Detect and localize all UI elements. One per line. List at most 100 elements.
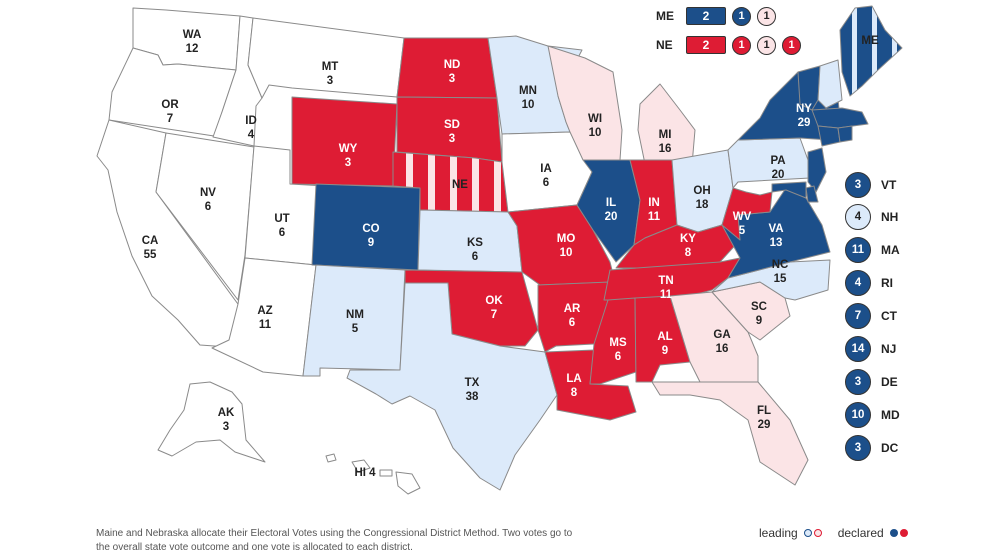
state-label-sc: SC 9 xyxy=(751,301,767,327)
legend-leading-dem-dot xyxy=(803,529,812,537)
state-ev-ia: 6 xyxy=(543,177,549,189)
state-abbr-va: VA xyxy=(768,223,783,235)
state-ev-wv: 5 xyxy=(739,225,746,237)
state-ct[interactable] xyxy=(817,125,841,147)
state-ev-in: 11 xyxy=(648,211,661,223)
state-ev-mo: 10 xyxy=(560,247,573,259)
state-ev-ar: 6 xyxy=(569,317,575,329)
state-pa[interactable] xyxy=(727,137,811,189)
state-hi[interactable] xyxy=(325,453,421,495)
small-state-de-ev: 3 xyxy=(845,369,871,395)
state-ev-wi: 10 xyxy=(589,127,602,139)
state-ri[interactable] xyxy=(837,125,853,143)
state-nv[interactable] xyxy=(155,132,255,301)
state-wy[interactable] xyxy=(291,96,398,187)
state-abbr-ny: NY xyxy=(796,103,812,115)
state-label-sd: SD 3 xyxy=(444,119,460,145)
state-label-hi: HI 4 xyxy=(354,467,376,479)
state-abbr-wi: WI xyxy=(588,113,602,125)
state-abbr-ar: AR xyxy=(564,303,581,315)
state-abbr-ne: NE xyxy=(452,179,468,191)
state-nj[interactable] xyxy=(807,147,827,193)
state-me[interactable] xyxy=(839,5,903,97)
state-mi[interactable] xyxy=(637,83,696,166)
state-label-fl: FL 29 xyxy=(757,405,771,431)
state-label-az: AZ 11 xyxy=(257,305,272,331)
state-label-mn: MN 10 xyxy=(519,85,537,111)
state-ev-ut: 6 xyxy=(279,227,285,239)
state-abbr-mn: MN xyxy=(519,85,537,97)
state-label-or: OR 7 xyxy=(161,99,179,125)
state-md[interactable] xyxy=(771,181,807,199)
state-label-ms: MS 6 xyxy=(609,337,627,363)
state-ev-co: 9 xyxy=(368,237,374,249)
split-row-me: ME 2 1 1 xyxy=(656,5,782,27)
state-tx[interactable] xyxy=(346,282,558,491)
state-abbr-id: ID xyxy=(245,115,257,127)
state-ev-il: 20 xyxy=(605,211,618,223)
state-ev-tn: 11 xyxy=(660,289,673,301)
state-abbr-co: CO xyxy=(362,223,379,235)
split-row-ne: NE 2 1 1 1 xyxy=(656,34,807,56)
state-abbr-in: IN xyxy=(648,197,660,209)
state-label-id: ID 4 xyxy=(245,115,257,141)
state-label-tn: TN 11 xyxy=(658,275,673,301)
small-state-ri-abbr: RI xyxy=(881,276,893,290)
small-state-ma: 11 MA xyxy=(845,236,900,264)
small-state-vt-abbr: VT xyxy=(881,178,897,192)
state-abbr-mt: MT xyxy=(322,61,339,73)
state-label-ia: IA 6 xyxy=(540,163,552,189)
small-state-ri: 4 RI xyxy=(845,269,893,297)
state-label-wy: WY 3 xyxy=(339,143,358,169)
small-state-dc: 3 DC xyxy=(845,434,898,462)
state-abbr-wa: WA xyxy=(183,29,202,41)
small-state-nj-abbr: NJ xyxy=(881,342,897,356)
state-ev-or: 7 xyxy=(167,113,173,125)
legend-declared-rep-dot xyxy=(899,529,908,537)
state-vt[interactable] xyxy=(797,65,821,111)
small-state-dc-abbr: DC xyxy=(881,441,899,455)
footnote: Maine and Nebraska allocate their Electo… xyxy=(96,528,573,553)
state-label-mo: MO 10 xyxy=(557,233,576,259)
state-label-ky: KY 8 xyxy=(680,233,696,259)
state-ev-sd: 3 xyxy=(449,133,455,145)
state-ev-pa: 20 xyxy=(772,169,785,181)
state-ev-nc: 15 xyxy=(774,273,787,285)
state-label-ut: UT 6 xyxy=(274,213,289,239)
state-ev-va: 13 xyxy=(770,237,783,249)
small-state-md-abbr: MD xyxy=(881,408,900,422)
state-ev-al: 9 xyxy=(662,345,668,357)
small-state-nj-ev: 14 xyxy=(845,336,871,362)
state-ak[interactable] xyxy=(157,381,266,463)
state-label-ca: CA 55 xyxy=(142,235,159,261)
state-label-va: VA 13 xyxy=(768,223,783,249)
state-ma[interactable] xyxy=(811,107,869,129)
state-ev-nv: 6 xyxy=(205,201,211,213)
legend: leading declared xyxy=(759,526,908,540)
state-label-la: LA 8 xyxy=(566,373,581,399)
state-label-ak: AK 3 xyxy=(218,407,235,433)
state-fl[interactable] xyxy=(651,381,809,486)
state-abbr-nd: ND xyxy=(444,59,461,71)
split-ne-district-3: 1 xyxy=(782,35,801,55)
small-state-ri-ev: 4 xyxy=(845,270,871,296)
state-abbr-wv: WV xyxy=(733,211,752,223)
state-nh[interactable] xyxy=(817,59,843,109)
small-state-vt: 3 VT xyxy=(845,171,896,199)
state-abbr-il: IL xyxy=(606,197,616,209)
state-ev-ky: 8 xyxy=(685,247,692,259)
state-ev-tx: 38 xyxy=(466,391,479,403)
state-abbr-az: AZ xyxy=(257,305,272,317)
legend-leading-rep-dot xyxy=(813,529,822,537)
split-me-total: 2 xyxy=(686,7,726,25)
small-state-md-ev: 10 xyxy=(845,402,871,428)
small-state-nh-abbr: NH xyxy=(881,210,899,224)
state-ev-wa: 12 xyxy=(186,43,199,55)
state-label-ne: NE xyxy=(452,179,468,191)
state-ev-ak: 3 xyxy=(223,421,229,433)
state-abbr-pa: PA xyxy=(770,155,785,167)
state-nc[interactable] xyxy=(711,259,831,301)
state-de[interactable] xyxy=(805,185,819,203)
small-state-nj: 14 NJ xyxy=(845,335,896,363)
state-abbr-mo: MO xyxy=(557,233,576,245)
